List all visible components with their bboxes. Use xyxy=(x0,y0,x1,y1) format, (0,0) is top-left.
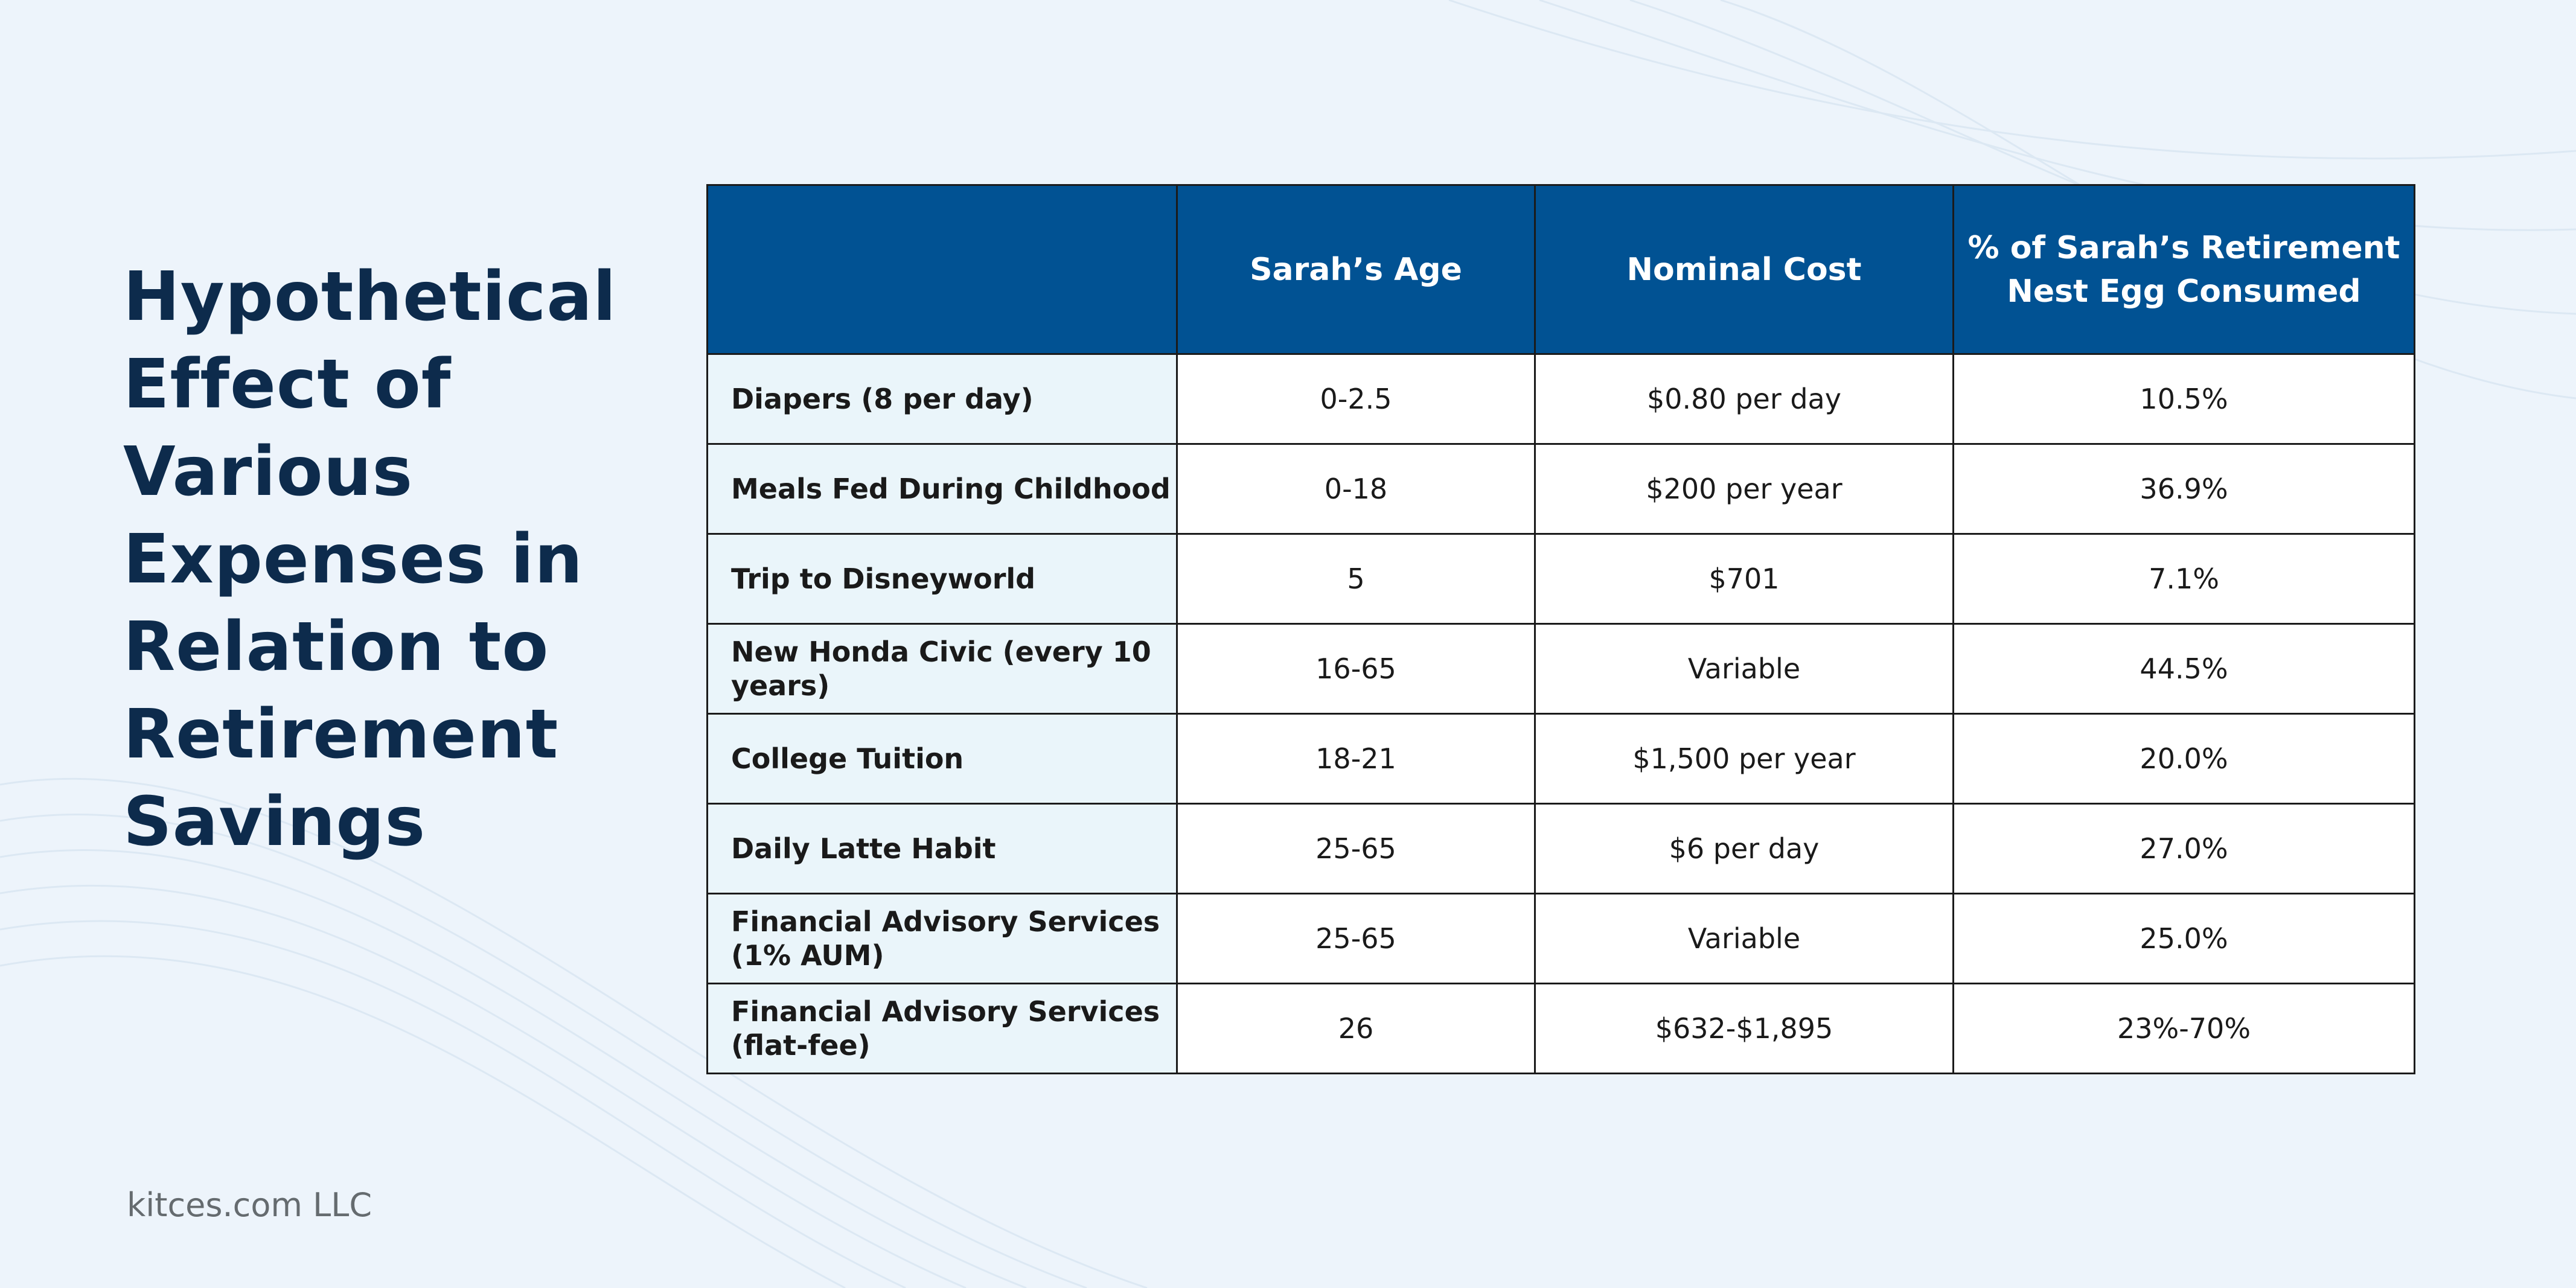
cell-cost: $200 per year xyxy=(1534,443,1954,535)
cell-pct: 27.0% xyxy=(1952,803,2415,894)
cell-age: 0-18 xyxy=(1176,443,1536,535)
cell-expense: Diapers (8 per day) xyxy=(706,353,1178,445)
cell-pct: 36.9% xyxy=(1952,443,2415,535)
cell-cost: $1,500 per year xyxy=(1534,713,1954,805)
cell-cost: Variable xyxy=(1534,893,1954,984)
header-cost: Nominal Cost xyxy=(1534,184,1954,355)
cell-age: 25-65 xyxy=(1176,803,1536,894)
table-row: Diapers (8 per day) 0-2.5 $0.80 per day 10.… xyxy=(706,353,2415,445)
cell-expense: Trip to Disneyworld xyxy=(706,533,1178,625)
table-row: Financial Advisory Services (flat-fee) 26… xyxy=(706,983,2415,1074)
table-row: Trip to Disneyworld 5 $701 7.1% xyxy=(706,533,2415,625)
cell-expense: College Tuition xyxy=(706,713,1178,805)
cell-cost: $0.80 per day xyxy=(1534,353,1954,445)
cell-age: 26 xyxy=(1176,983,1536,1074)
cell-age: 25-65 xyxy=(1176,893,1536,984)
cell-expense: Financial Advisory Services (flat-fee) xyxy=(706,983,1178,1074)
cell-pct: 23%-70% xyxy=(1952,983,2415,1074)
cell-pct: 7.1% xyxy=(1952,533,2415,625)
header-expense xyxy=(706,184,1178,355)
cell-pct: 44.5% xyxy=(1952,623,2415,715)
footer-credit: kitces.com LLC xyxy=(127,1186,372,1224)
cell-expense: Meals Fed During Childhood xyxy=(706,443,1178,535)
cell-cost: Variable xyxy=(1534,623,1954,715)
cell-expense: New Honda Civic (every 10 years) xyxy=(706,623,1178,715)
cell-cost: $632-$1,895 xyxy=(1534,983,1954,1074)
table-row: Financial Advisory Services (1% AUM) 25-6… xyxy=(706,893,2415,984)
cell-cost: $6 per day xyxy=(1534,803,1954,894)
table-row: Meals Fed During Childhood 0-18 $200 per y… xyxy=(706,443,2415,535)
cell-pct: 25.0% xyxy=(1952,893,2415,984)
page-title: Hypothetical Effect of Various Expenses … xyxy=(123,258,617,861)
table-header-row: Sarah’s Age Nominal Cost % of Sarah’s Re… xyxy=(706,184,2415,355)
cell-age: 16-65 xyxy=(1176,623,1536,715)
cell-cost: $701 xyxy=(1534,533,1954,625)
cell-age: 0-2.5 xyxy=(1176,353,1536,445)
table-row: New Honda Civic (every 10 years) 16-65 Var… xyxy=(706,623,2415,715)
cell-age: 5 xyxy=(1176,533,1536,625)
table-row: Daily Latte Habit 25-65 $6 per day 27.0% xyxy=(706,803,2415,894)
cell-age: 18-21 xyxy=(1176,713,1536,805)
cell-expense: Financial Advisory Services (1% AUM) xyxy=(706,893,1178,984)
header-age: Sarah’s Age xyxy=(1176,184,1536,355)
cell-pct: 20.0% xyxy=(1952,713,2415,805)
cell-pct: 10.5% xyxy=(1952,353,2415,445)
table-row: College Tuition 18-21 $1,500 per year 20.0% xyxy=(706,713,2415,805)
expense-table: Sarah’s Age Nominal Cost % of Sarah’s Re… xyxy=(706,184,2415,1074)
cell-expense: Daily Latte Habit xyxy=(706,803,1178,894)
header-pct: % of Sarah’s Retirement Nest Egg Consume… xyxy=(1952,184,2415,355)
